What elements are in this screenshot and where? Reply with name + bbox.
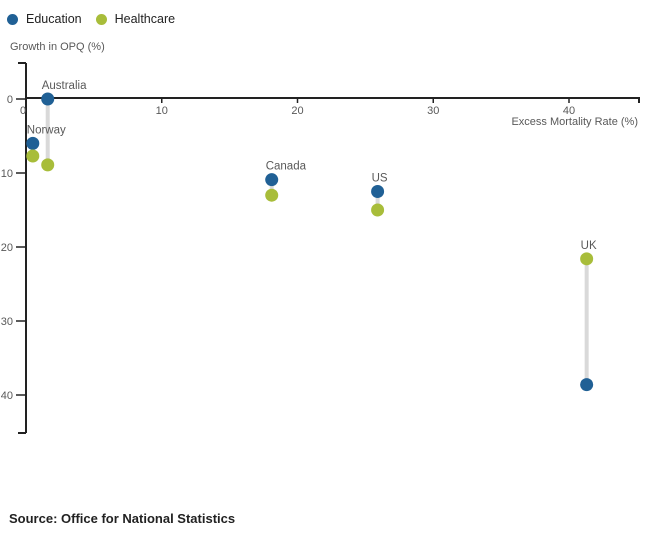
legend-item-healthcare[interactable]: Healthcare <box>95 12 176 26</box>
x-axis-tick-label: 20 <box>291 105 303 117</box>
chart-legend: Education Healthcare <box>7 12 175 26</box>
point-healthcare-canada[interactable] <box>265 188 279 202</box>
legend-item-education[interactable]: Education <box>7 12 82 26</box>
healthcare-dot-icon <box>95 13 107 25</box>
country-label-australia: Australia <box>42 80 87 92</box>
point-education-us[interactable] <box>371 185 385 198</box>
point-education-canada[interactable] <box>265 173 279 187</box>
x-axis-tick-label: 10 <box>156 105 168 117</box>
legend-label-healthcare: Healthcare <box>114 12 176 26</box>
x-axis-tick-label: 0 <box>20 105 26 117</box>
country-label-norway: Norway <box>27 124 66 136</box>
country-label-canada: Canada <box>266 161 307 173</box>
y-axis-title: Growth in OPQ (%) <box>10 41 105 53</box>
point-healthcare-norway[interactable] <box>26 149 40 163</box>
point-education-norway[interactable] <box>26 136 40 150</box>
plot-area: 0 10 20 30 40 0 10 20 30 40 Norway Australia Canada U… <box>1 62 640 434</box>
source-attribution: Source: Office for National Statistics <box>9 511 236 526</box>
x-axis-tick-label: 40 <box>563 105 575 117</box>
y-axis-tick-label: 40 <box>1 390 13 402</box>
education-dot-icon <box>7 13 18 25</box>
point-healthcare-australia[interactable] <box>41 158 55 172</box>
y-axis-tick-label: 0 <box>7 94 13 106</box>
y-axis-tick-label: 10 <box>1 168 13 180</box>
x-axis-tick-label: 30 <box>427 105 439 117</box>
country-label-us: US <box>372 173 388 185</box>
y-axis-tick-label: 30 <box>1 316 13 328</box>
y-axis-tick-label: 20 <box>1 242 13 254</box>
legend-label-education: Education <box>26 12 82 26</box>
point-healthcare-us[interactable] <box>371 203 385 217</box>
point-healthcare-uk[interactable] <box>580 252 594 266</box>
x-axis-title: Excess Mortality Rate (%) <box>511 116 638 128</box>
point-education-australia[interactable] <box>41 92 55 106</box>
country-label-uk: UK <box>581 240 597 252</box>
point-education-uk[interactable] <box>580 378 594 392</box>
